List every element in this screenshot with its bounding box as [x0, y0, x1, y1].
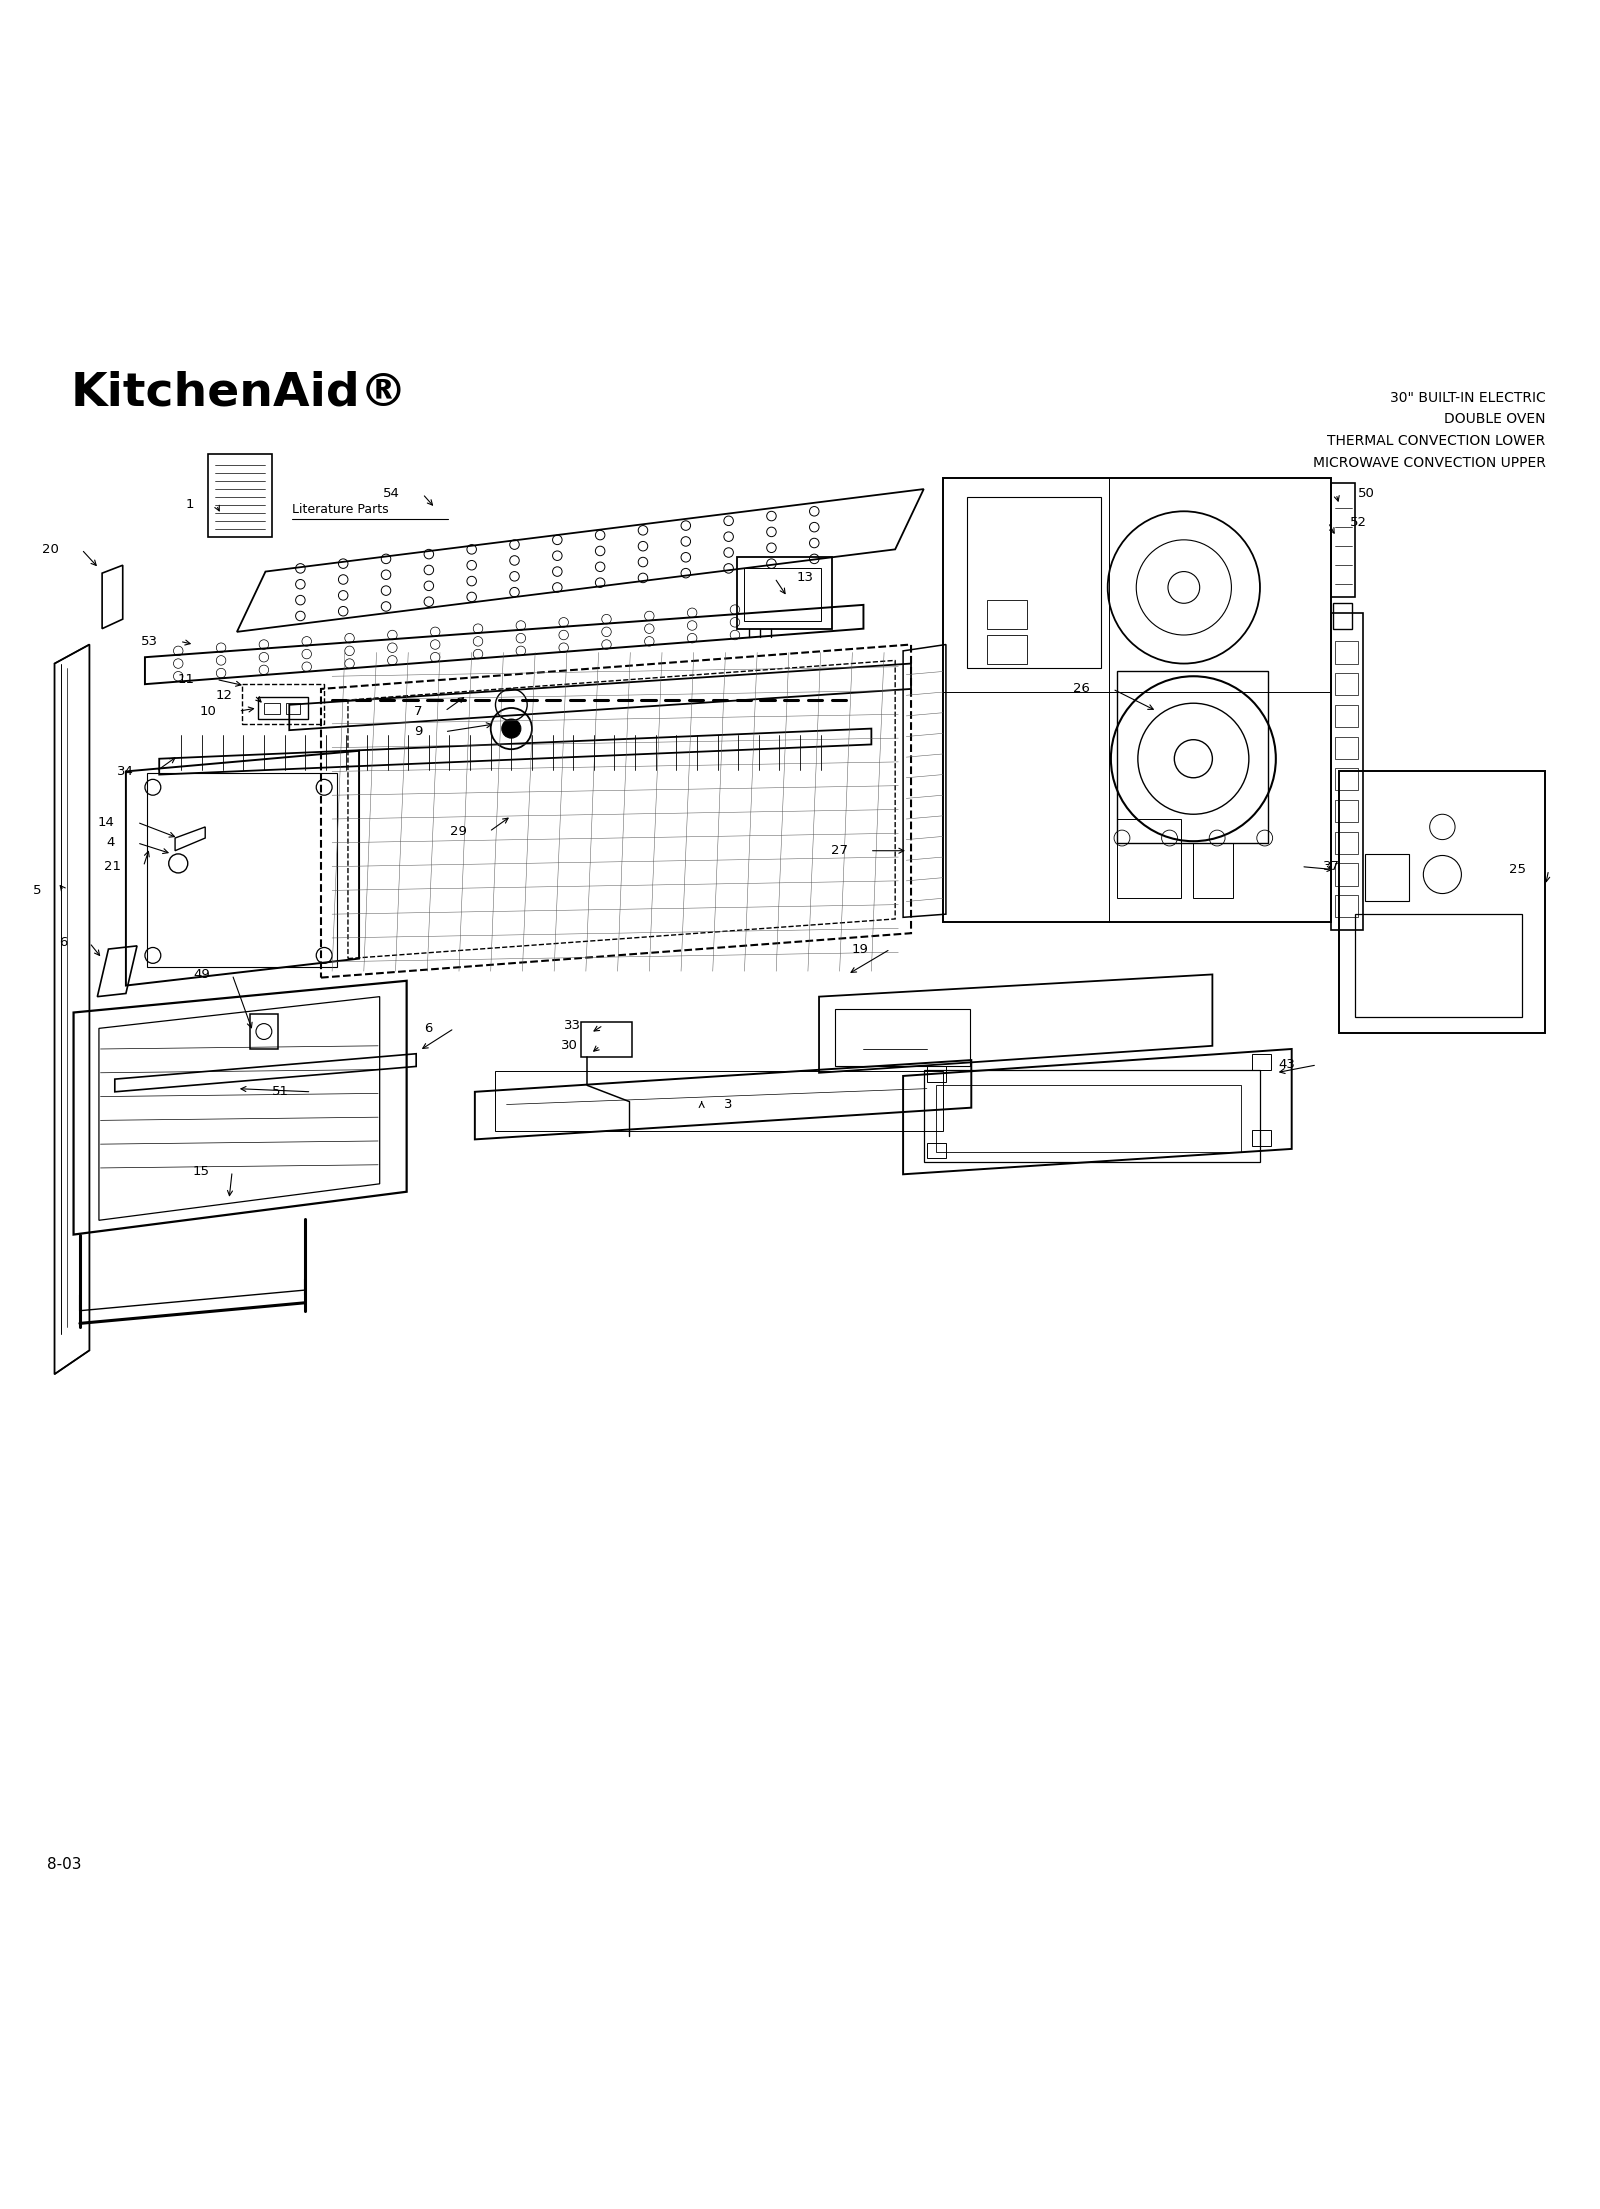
Bar — [835, 1010, 970, 1067]
Text: 1: 1 — [186, 499, 194, 512]
Text: 51: 51 — [272, 1085, 290, 1098]
Text: 30" BUILT-IN ELECTRIC
DOUBLE OVEN
THERMAL CONVECTION LOWER
MICROWAVE CONVECTION : 30" BUILT-IN ELECTRIC DOUBLE OVEN THERMA… — [1312, 391, 1546, 471]
Bar — [1334, 674, 1358, 696]
Bar — [1334, 641, 1358, 663]
Text: 25: 25 — [1509, 864, 1526, 877]
Text: 3: 3 — [723, 1098, 733, 1111]
Bar — [1333, 603, 1352, 630]
Text: 11: 11 — [178, 674, 194, 687]
Text: 50: 50 — [1358, 488, 1374, 501]
Text: 12: 12 — [214, 689, 232, 702]
Bar — [1253, 1129, 1270, 1146]
Bar — [1334, 705, 1358, 727]
Text: 26: 26 — [1074, 683, 1090, 696]
Bar — [744, 568, 821, 621]
Bar — [1334, 895, 1358, 917]
Bar — [1334, 736, 1358, 758]
Circle shape — [502, 720, 522, 738]
Bar — [1253, 1054, 1270, 1069]
Bar — [987, 601, 1027, 630]
Text: Literature Parts: Literature Parts — [293, 504, 389, 517]
Bar — [264, 702, 280, 714]
Text: KitchenAid®: KitchenAid® — [70, 371, 408, 415]
Bar — [147, 773, 338, 968]
Text: 20: 20 — [43, 543, 59, 557]
Bar — [581, 1023, 632, 1056]
Text: 29: 29 — [450, 826, 467, 837]
Bar — [966, 497, 1101, 669]
Bar — [242, 685, 325, 725]
Text: 27: 27 — [830, 844, 848, 857]
Text: 6: 6 — [424, 1023, 432, 1034]
Text: 21: 21 — [104, 859, 122, 873]
Text: 6: 6 — [59, 937, 67, 950]
Text: 37: 37 — [1323, 859, 1341, 873]
Bar — [1194, 844, 1234, 899]
Text: 15: 15 — [194, 1164, 210, 1177]
Bar — [1365, 855, 1410, 901]
Text: 53: 53 — [141, 634, 158, 647]
Bar — [1331, 484, 1355, 596]
Text: 10: 10 — [200, 705, 216, 718]
Bar — [1334, 769, 1358, 791]
Text: 14: 14 — [98, 815, 115, 828]
Bar — [1355, 915, 1522, 1018]
Bar — [987, 634, 1027, 663]
Bar — [496, 1071, 942, 1131]
Text: 54: 54 — [384, 488, 400, 501]
Text: 33: 33 — [565, 1018, 581, 1032]
Text: 43: 43 — [1278, 1058, 1294, 1071]
Bar — [1334, 800, 1358, 822]
Bar — [926, 1142, 946, 1158]
Bar — [286, 702, 301, 714]
Text: 8-03: 8-03 — [46, 1858, 82, 1873]
Bar — [736, 557, 832, 630]
Bar — [923, 1069, 1259, 1162]
Bar — [936, 1085, 1242, 1153]
Text: 34: 34 — [117, 764, 134, 778]
Bar — [1117, 820, 1181, 899]
Bar — [250, 1014, 278, 1049]
Bar — [208, 455, 272, 537]
Text: 30: 30 — [562, 1038, 578, 1051]
Bar — [1117, 672, 1267, 844]
Text: 13: 13 — [797, 572, 814, 585]
Bar — [1331, 612, 1363, 930]
Bar — [1334, 864, 1358, 886]
Text: 5: 5 — [34, 884, 42, 897]
Text: 19: 19 — [851, 943, 869, 956]
Text: 7: 7 — [414, 705, 422, 718]
Text: 9: 9 — [414, 725, 422, 738]
Text: 49: 49 — [194, 968, 210, 981]
Bar — [926, 1067, 946, 1082]
Bar — [258, 696, 309, 720]
Bar — [1334, 833, 1358, 855]
Text: 52: 52 — [1350, 517, 1368, 528]
Text: 4: 4 — [107, 837, 115, 848]
